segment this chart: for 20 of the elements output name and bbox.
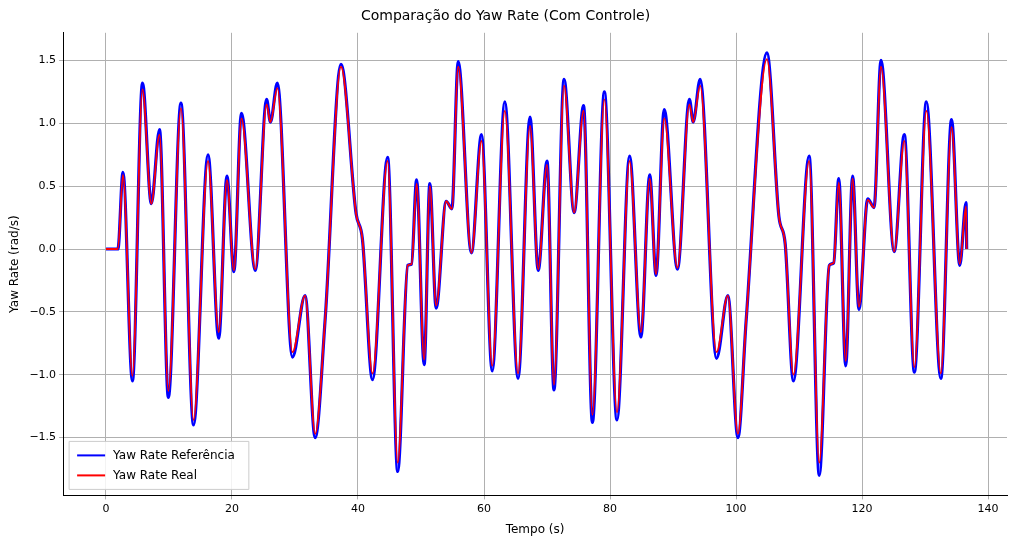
x-tick-label: 0	[102, 501, 110, 515]
legend-label: Yaw Rate Real	[112, 467, 197, 482]
y-tick-label: 1.5	[38, 53, 57, 67]
y-tick-label: 0.0	[38, 241, 57, 255]
y-tick-label: −1.0	[29, 367, 57, 381]
x-tick-label: 20	[224, 501, 239, 515]
legend-label: Yaw Rate Referência	[112, 447, 235, 462]
y-axis-title: Yaw Rate (rad/s)	[7, 215, 22, 314]
x-tick-label: 100	[725, 501, 747, 515]
x-tick-label: 120	[851, 501, 873, 515]
x-tick-label: 60	[477, 501, 492, 515]
y-tick-label: 1.0	[38, 116, 57, 130]
y-tick-label: −1.5	[29, 430, 57, 444]
x-tick-label: 40	[351, 501, 365, 515]
chart-title: Comparação do Yaw Rate (Com Controle)	[360, 7, 651, 24]
x-tick-label: 140	[977, 501, 999, 515]
x-axis-title: Tempo (s)	[504, 521, 565, 536]
y-tick-label: 0.5	[38, 179, 57, 193]
x-tick-label: 80	[603, 501, 618, 515]
y-tick-label: −0.5	[29, 304, 57, 318]
